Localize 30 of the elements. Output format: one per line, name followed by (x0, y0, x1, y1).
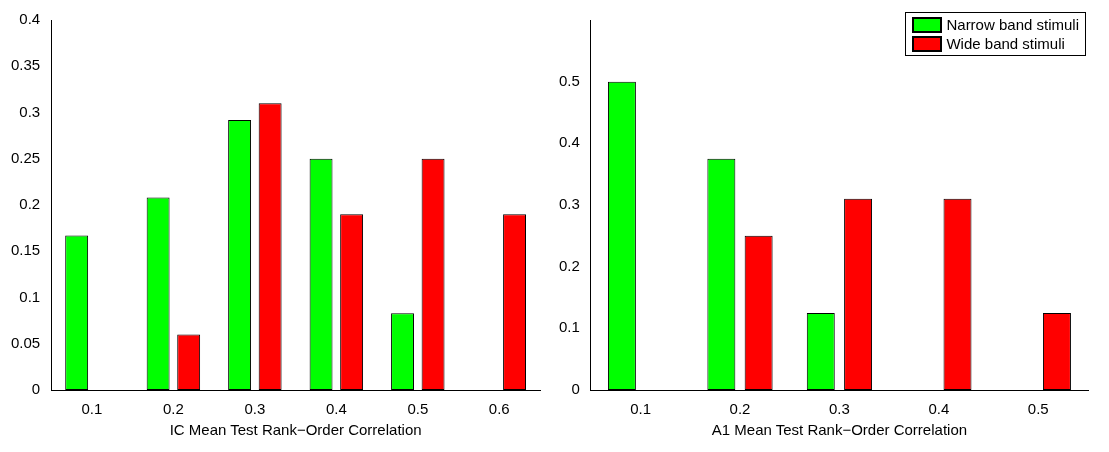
x-tick-label: 0.5 (407, 400, 429, 418)
y-tick-label: 0 (571, 380, 580, 398)
y-tick-label: 0.4 (19, 10, 41, 28)
x-tick-label: 0.4 (928, 400, 950, 418)
x-tick-label: 0.1 (630, 400, 651, 418)
x-tick-label: 0.3 (829, 400, 850, 418)
y-tick-label: 0.5 (558, 71, 580, 89)
x-axis-title: IC Mean Test Rank−Order Correlation (169, 421, 422, 439)
y-tick-label: 0.15 (10, 241, 41, 259)
x-tick-label: 0.2 (729, 400, 751, 418)
y-tick-label: 0.2 (19, 195, 41, 213)
y-tick-label: 0.3 (19, 102, 41, 120)
y-tick-label: 0.4 (558, 133, 580, 151)
y-tick-label: 0.05 (10, 333, 41, 351)
legend-label: Wide band stimuli (946, 34, 1065, 53)
x-tick-label: 0.1 (81, 400, 103, 418)
y-tick-label: 0.25 (10, 148, 41, 166)
x-tick-label: 0.5 (1027, 400, 1049, 418)
x-tick-label: 0.3 (244, 400, 266, 418)
y-tick-label: 0.1 (19, 287, 41, 305)
x-tick-label: 0.2 (162, 400, 184, 418)
y-tick-label: 0.1 (558, 318, 580, 336)
x-tick-label: 0.4 (325, 400, 347, 418)
y-tick-label: 0 (31, 380, 41, 398)
y-tick-label: 0.3 (558, 195, 580, 213)
y-tick-label: 0.35 (10, 56, 41, 74)
x-tick-label: 0.6 (488, 400, 510, 418)
y-tick-label: 0.2 (558, 256, 580, 274)
legend-label: Narrow band stimuli (946, 15, 1079, 34)
x-axis-title: A1 Mean Test Rank−Order Correlation (711, 421, 968, 439)
